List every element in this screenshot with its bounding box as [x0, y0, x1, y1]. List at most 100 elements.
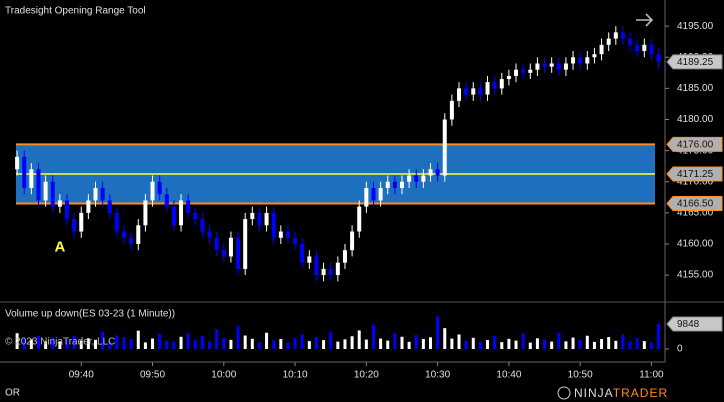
candle-body	[335, 262, 340, 276]
candle-body	[150, 181, 155, 201]
x-tick-label: 09:50	[140, 370, 165, 381]
value-box-label: 4166.50	[677, 199, 714, 210]
volume-bar	[158, 333, 162, 349]
volume-bar	[286, 342, 290, 349]
volume-bar	[592, 341, 596, 349]
value-box	[666, 136, 723, 152]
candle-body	[457, 88, 462, 101]
volume-bar	[535, 338, 539, 349]
candle-body	[342, 250, 347, 263]
candle-body	[563, 63, 568, 70]
volume-bar	[29, 339, 33, 349]
candle-body	[428, 169, 433, 176]
candle-body	[107, 200, 112, 213]
brand-name: NINJA	[574, 386, 613, 400]
arrow-icon[interactable]	[636, 13, 654, 27]
value-box-label: 4171.25	[677, 169, 714, 180]
candle-body	[29, 169, 34, 188]
candle-body	[542, 63, 547, 67]
candle-body	[464, 88, 469, 95]
volume-bar	[86, 338, 90, 349]
x-tick-label: 10:00	[211, 370, 236, 381]
candle-body	[36, 169, 41, 201]
candle-body	[250, 212, 255, 220]
volume-bar	[407, 341, 411, 349]
footer-label: OR	[5, 388, 20, 399]
candle-body	[414, 175, 419, 182]
volume-bar	[357, 330, 361, 349]
candle-body	[599, 44, 604, 55]
volume-bar	[635, 338, 639, 349]
logo-icon	[557, 386, 571, 400]
copyright: © 2023 NinjaTrader, LLC	[5, 337, 115, 348]
volume-bar	[657, 323, 661, 349]
volume-bar	[65, 339, 69, 349]
candle-body	[93, 187, 98, 201]
volume-bar	[543, 339, 547, 349]
value-box	[666, 196, 723, 212]
candle-body	[122, 231, 127, 238]
y-tick-label: 4185.00	[677, 83, 714, 94]
volume-bar	[165, 340, 169, 349]
volume-bar	[371, 324, 375, 349]
volume-bar	[364, 339, 368, 349]
candle-body	[243, 219, 248, 269]
volume-bar	[571, 337, 575, 349]
volume-bar	[143, 342, 147, 349]
volume-bar	[108, 341, 112, 349]
candle-body	[143, 200, 148, 226]
y-tick-label: 4180.00	[677, 114, 714, 125]
volume-bar	[621, 334, 625, 349]
volume-title: Volume up down(ES 03-23 (1 Minute))	[5, 309, 175, 320]
candle-body	[378, 187, 383, 201]
candle-body	[642, 44, 647, 52]
candle-body	[357, 206, 362, 232]
x-tick-label: 10:10	[283, 370, 308, 381]
volume-bar	[215, 329, 219, 349]
volume-bar	[507, 338, 511, 349]
candle-body	[521, 69, 526, 73]
value-box	[666, 166, 723, 182]
candle-body	[314, 256, 319, 276]
candle-body	[407, 175, 412, 182]
volume-bar	[101, 331, 105, 349]
candle-body	[179, 200, 184, 226]
y-tick-label: 4195.00	[677, 21, 714, 32]
volume-bar	[44, 341, 48, 349]
x-tick-label: 10:50	[568, 370, 593, 381]
candle-body	[86, 200, 91, 213]
volume-bar	[578, 339, 582, 349]
volume-bar	[208, 341, 212, 349]
volume-bar	[343, 339, 347, 349]
volume-bar	[528, 342, 532, 349]
volume-bar	[443, 328, 447, 349]
volume-bar	[322, 340, 326, 349]
candle-body	[193, 212, 198, 220]
volume-bar	[94, 339, 98, 349]
volume-bar	[36, 335, 40, 349]
candle-body	[228, 237, 233, 257]
candle-body	[449, 100, 454, 120]
volume-bar	[257, 342, 261, 349]
volume-bar	[293, 338, 297, 349]
candle-body	[585, 57, 590, 64]
candle-body	[200, 219, 205, 232]
volume-bar	[436, 316, 440, 349]
volume-bar	[314, 337, 318, 349]
volume-bar	[564, 341, 568, 349]
volume-bar	[136, 330, 140, 349]
volume-bar	[614, 340, 618, 349]
candle-body	[514, 69, 519, 76]
candle-body	[221, 250, 226, 257]
candle-body	[100, 187, 105, 201]
candle-body	[50, 181, 55, 207]
candle-body	[571, 57, 576, 64]
candle-body	[186, 200, 191, 213]
volume-bar	[272, 340, 276, 349]
volume-bar	[72, 336, 76, 349]
candle-body	[22, 156, 27, 188]
volume-bar	[379, 338, 383, 349]
volume-bar	[421, 339, 425, 349]
x-tick-label: 11:00	[639, 370, 664, 381]
